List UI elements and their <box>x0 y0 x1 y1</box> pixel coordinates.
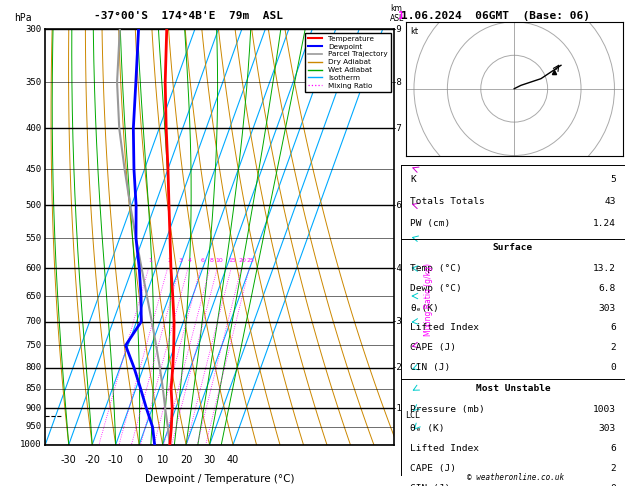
Text: 500: 500 <box>26 201 42 210</box>
Text: LCL: LCL <box>405 412 420 420</box>
Text: © weatheronline.co.uk: © weatheronline.co.uk <box>467 473 564 482</box>
Text: CIN (J): CIN (J) <box>410 484 450 486</box>
Legend: Temperature, Dewpoint, Parcel Trajectory, Dry Adiabat, Wet Adiabat, Isotherm, Mi: Temperature, Dewpoint, Parcel Trajectory… <box>305 33 391 92</box>
Text: CIN (J): CIN (J) <box>410 363 450 372</box>
Text: 303: 303 <box>598 424 616 434</box>
Text: θₑ (K): θₑ (K) <box>410 424 445 434</box>
Text: 3: 3 <box>179 258 183 262</box>
Text: km
ASL: km ASL <box>389 3 404 23</box>
Text: -2: -2 <box>392 363 403 372</box>
Text: 750: 750 <box>26 341 42 350</box>
Text: 10: 10 <box>215 258 223 262</box>
Text: 1: 1 <box>398 11 404 20</box>
Text: 1.06.2024  06GMT  (Base: 06): 1.06.2024 06GMT (Base: 06) <box>401 11 590 20</box>
Text: 0: 0 <box>610 484 616 486</box>
Text: 0: 0 <box>136 455 142 465</box>
Text: 15: 15 <box>229 258 237 262</box>
Text: -3: -3 <box>392 317 403 326</box>
Text: 6.8: 6.8 <box>598 284 616 293</box>
Text: Dewp (°C): Dewp (°C) <box>410 284 462 293</box>
Text: 450: 450 <box>26 165 42 174</box>
Text: -10: -10 <box>108 455 123 465</box>
Text: CAPE (J): CAPE (J) <box>410 343 456 352</box>
Text: 0: 0 <box>610 363 616 372</box>
Text: 1000: 1000 <box>20 440 42 449</box>
Text: 1003: 1003 <box>593 405 616 414</box>
Text: 5: 5 <box>610 174 616 184</box>
Text: 700: 700 <box>26 317 42 326</box>
Text: θₑ(K): θₑ(K) <box>410 304 439 312</box>
Text: Totals Totals: Totals Totals <box>410 197 485 206</box>
Text: 13.2: 13.2 <box>593 264 616 273</box>
Text: PW (cm): PW (cm) <box>410 219 450 228</box>
Text: Pressure (mb): Pressure (mb) <box>410 405 485 414</box>
Text: Surface: Surface <box>493 243 533 252</box>
Text: 30: 30 <box>203 455 216 465</box>
Text: CAPE (J): CAPE (J) <box>410 464 456 473</box>
Text: Lifted Index: Lifted Index <box>410 444 479 453</box>
Text: kt: kt <box>410 27 418 36</box>
Text: Lifted Index: Lifted Index <box>410 323 479 332</box>
Text: 350: 350 <box>26 78 42 87</box>
Text: 20: 20 <box>180 455 192 465</box>
Text: -7: -7 <box>392 124 403 133</box>
Text: 950: 950 <box>26 422 42 432</box>
Text: -9: -9 <box>392 25 403 34</box>
Text: 6: 6 <box>200 258 204 262</box>
Text: 40: 40 <box>227 455 239 465</box>
Text: -20: -20 <box>84 455 100 465</box>
Text: 400: 400 <box>26 124 42 133</box>
Text: 25: 25 <box>247 258 255 262</box>
Text: 8: 8 <box>209 258 213 262</box>
Text: -1: -1 <box>392 404 403 413</box>
Text: Temp (°C): Temp (°C) <box>410 264 462 273</box>
Text: 1: 1 <box>148 258 152 262</box>
Text: -4: -4 <box>392 264 403 273</box>
Text: 303: 303 <box>598 304 616 312</box>
Text: -8: -8 <box>392 78 403 87</box>
Text: hPa: hPa <box>14 13 31 23</box>
Text: 900: 900 <box>26 404 42 413</box>
Text: -30: -30 <box>61 455 77 465</box>
Text: 10: 10 <box>157 455 169 465</box>
Text: 550: 550 <box>26 234 42 243</box>
Text: 1.24: 1.24 <box>593 219 616 228</box>
Text: 300: 300 <box>26 25 42 34</box>
Text: Most Unstable: Most Unstable <box>476 384 550 393</box>
Text: 43: 43 <box>604 197 616 206</box>
Text: Dewpoint / Temperature (°C): Dewpoint / Temperature (°C) <box>145 474 294 484</box>
Text: 800: 800 <box>26 363 42 372</box>
Text: 2: 2 <box>610 464 616 473</box>
Text: Mixing Ratio (g/kg): Mixing Ratio (g/kg) <box>425 263 433 336</box>
Text: 600: 600 <box>26 264 42 273</box>
Text: 2: 2 <box>167 258 171 262</box>
Text: -37°00'S  174°4B'E  79m  ASL: -37°00'S 174°4B'E 79m ASL <box>94 11 283 20</box>
Text: 650: 650 <box>26 292 42 300</box>
Text: 6: 6 <box>610 444 616 453</box>
Text: 6: 6 <box>610 323 616 332</box>
Text: 850: 850 <box>26 384 42 393</box>
Text: 20: 20 <box>239 258 247 262</box>
Text: 4: 4 <box>187 258 191 262</box>
Text: 2: 2 <box>610 343 616 352</box>
Text: K: K <box>410 174 416 184</box>
Text: -6: -6 <box>392 201 403 210</box>
